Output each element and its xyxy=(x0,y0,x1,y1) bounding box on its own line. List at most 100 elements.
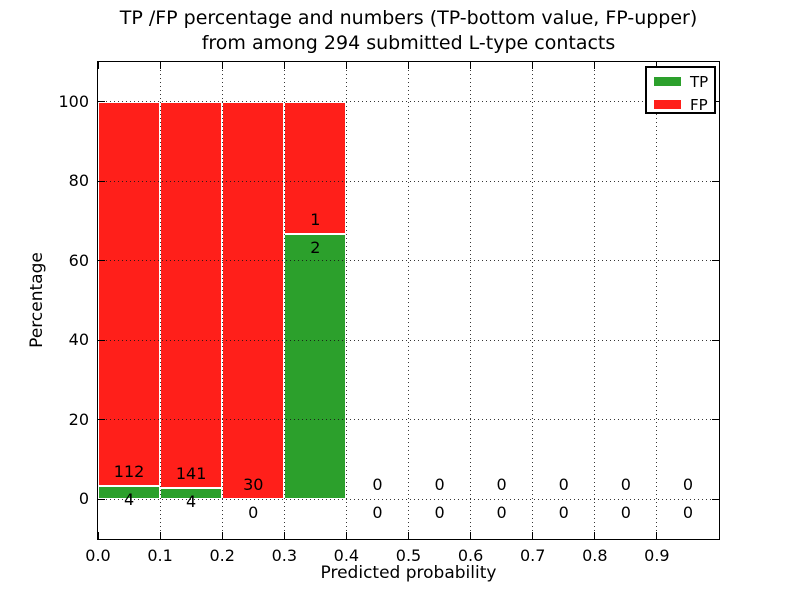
bar-segment-fp xyxy=(284,101,347,235)
y-tick-mark xyxy=(712,498,719,500)
gridline-horizontal xyxy=(98,260,719,262)
y-tick-mark xyxy=(98,101,105,103)
x-tick-mark xyxy=(283,62,285,69)
x-tick-mark xyxy=(283,532,285,539)
gridline-vertical xyxy=(159,62,161,539)
bar-count-label-fp: 0 xyxy=(620,475,631,495)
bar-count-label-tp: 0 xyxy=(434,503,445,523)
y-tick-mark xyxy=(98,339,105,341)
bar-segment-tp xyxy=(160,488,223,500)
y-tick-mark xyxy=(98,498,105,500)
bar-count-label-tp: 0 xyxy=(558,503,569,523)
y-tick-label: 100 xyxy=(58,91,89,111)
legend-item-tp: TP xyxy=(647,71,714,91)
x-tick-label: 0.3 xyxy=(271,546,298,565)
y-tick-mark xyxy=(98,260,105,262)
bar-count-label-fp: 141 xyxy=(175,464,207,484)
x-tick-label: 0.4 xyxy=(333,546,360,565)
legend-item-fp: FP xyxy=(647,94,714,114)
y-tick-mark xyxy=(712,419,719,421)
gridline-horizontal xyxy=(98,498,719,500)
bar-count-label-fp: 0 xyxy=(434,475,445,495)
gridline-vertical xyxy=(408,62,409,539)
x-tick-mark xyxy=(656,532,658,539)
gridline-vertical xyxy=(283,62,285,539)
y-tick-label: 20 xyxy=(68,409,89,429)
x-tick-mark xyxy=(408,62,409,69)
gridline-vertical xyxy=(656,62,658,539)
gridline-horizontal xyxy=(98,339,719,341)
bar-segment-tp xyxy=(98,485,161,500)
x-tick-mark xyxy=(532,62,534,69)
bar-count-label-fp: 0 xyxy=(682,475,694,495)
x-tick-mark xyxy=(97,532,99,539)
chart-title-line2: from among 294 submitted L-type contacts xyxy=(201,32,616,54)
x-tick-mark xyxy=(345,62,347,69)
x-tick-mark xyxy=(345,532,347,539)
bar-count-label-fp: 0 xyxy=(496,475,507,495)
bar-count-label-tp: 0 xyxy=(620,503,631,523)
bar-segment-fp xyxy=(98,101,161,486)
bar-count-label-fp: 0 xyxy=(558,475,569,495)
x-tick-label: 0.6 xyxy=(457,546,484,565)
x-tick-mark xyxy=(532,532,534,539)
gridline-horizontal xyxy=(98,419,719,421)
gridline-vertical xyxy=(221,62,223,539)
bar-count-label-fp: 112 xyxy=(113,461,145,481)
x-tick-label: 0.7 xyxy=(519,546,546,565)
x-tick-mark xyxy=(97,62,99,69)
bar-count-label-tp: 0 xyxy=(372,503,383,523)
y-tick-label: 0 xyxy=(78,489,89,509)
x-tick-mark xyxy=(408,532,409,539)
x-tick-label: 0.2 xyxy=(209,546,235,565)
gridline-vertical xyxy=(594,62,596,539)
x-tick-mark xyxy=(470,532,472,539)
x-tick-label: 0.5 xyxy=(395,546,422,565)
y-tick-mark xyxy=(98,180,105,182)
bar-count-label-tp: 4 xyxy=(186,492,197,512)
x-tick-label: 0.9 xyxy=(644,546,670,565)
y-tick-mark xyxy=(712,339,719,341)
x-axis-label: Predicted probability xyxy=(320,563,497,583)
bar-count-label-tp: 0 xyxy=(682,503,694,523)
legend: TP FP xyxy=(645,66,716,114)
legend-label-tp: TP xyxy=(690,73,709,91)
gridline-horizontal xyxy=(98,101,719,103)
chart-title: TP /FP percentage and numbers (TP-bottom… xyxy=(97,6,720,56)
bar-count-label-tp: 2 xyxy=(310,238,321,258)
bar-count-label-tp: 0 xyxy=(496,503,507,523)
y-tick-label: 80 xyxy=(68,171,89,191)
bar-segment-fp xyxy=(222,101,285,500)
bar-count-label-fp: 0 xyxy=(372,475,383,495)
x-tick-mark xyxy=(159,532,161,539)
x-tick-label: 0.0 xyxy=(85,546,111,565)
legend-swatch-fp-icon xyxy=(654,100,681,109)
y-tick-mark xyxy=(712,260,719,262)
x-tick-label: 0.8 xyxy=(582,546,608,565)
x-tick-label: 0.1 xyxy=(147,546,173,565)
legend-label-fp: FP xyxy=(690,96,708,114)
bar-count-label-fp: 30 xyxy=(243,475,264,495)
gridline-vertical xyxy=(470,62,472,539)
bar-segment-fp xyxy=(160,101,223,489)
bar-count-label-fp: 1 xyxy=(310,210,321,230)
gridline-vertical xyxy=(345,62,347,539)
legend-swatch-tp-icon xyxy=(654,77,681,86)
y-tick-mark xyxy=(98,419,105,421)
x-tick-mark xyxy=(470,62,472,69)
x-tick-mark xyxy=(221,62,223,69)
gridline-horizontal xyxy=(98,180,719,182)
bar-count-label-tp: 0 xyxy=(248,503,259,523)
x-tick-mark xyxy=(221,532,223,539)
y-tick-label: 40 xyxy=(68,330,89,350)
chart-title-line1: TP /FP percentage and numbers (TP-bottom… xyxy=(119,7,698,29)
x-tick-mark xyxy=(656,62,658,69)
bar-count-label-tp: 4 xyxy=(123,489,135,509)
x-tick-mark xyxy=(159,62,161,69)
bar-segment-tp xyxy=(284,234,347,500)
x-tick-mark xyxy=(594,532,596,539)
x-tick-mark xyxy=(594,62,596,69)
y-tick-label: 60 xyxy=(68,250,89,270)
gridline-vertical xyxy=(532,62,534,539)
